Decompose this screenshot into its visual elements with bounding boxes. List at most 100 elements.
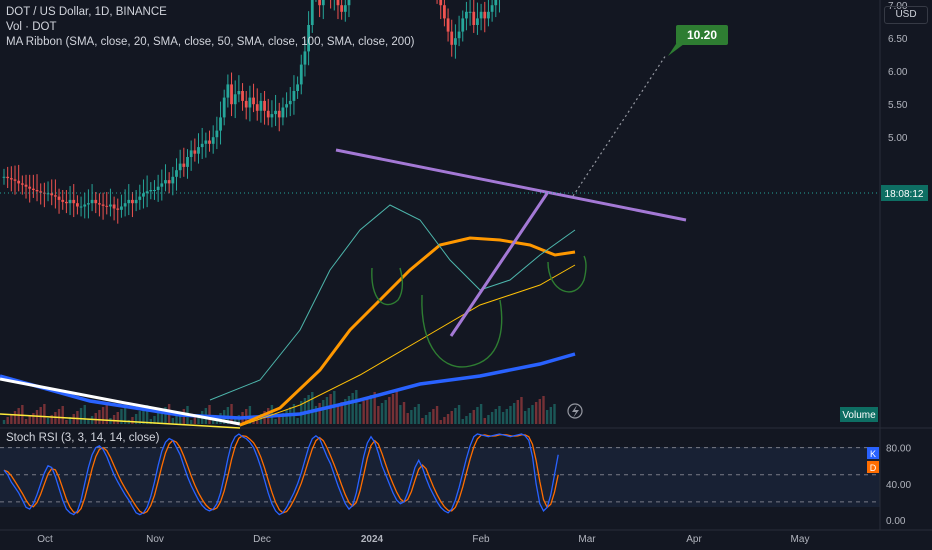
volume-bar <box>175 415 178 424</box>
candle-body <box>193 150 197 154</box>
volume-bar <box>131 417 134 424</box>
volume-bar <box>32 413 35 424</box>
candle-body <box>79 206 83 208</box>
volume-bar <box>13 411 17 424</box>
target-label-pointer <box>668 44 684 56</box>
time-tick-label: Nov <box>146 534 164 545</box>
candle-body <box>468 11 472 13</box>
volume-bar <box>160 410 164 424</box>
candle-body <box>476 18 479 25</box>
volume-bar <box>421 418 424 424</box>
volume-bar <box>461 419 464 424</box>
candle-body <box>266 110 270 118</box>
stoch-d-tag-box <box>867 461 879 473</box>
volume-bar <box>373 392 376 424</box>
candle-body <box>39 191 43 193</box>
stoch-tick-label: 80.00 <box>886 444 911 455</box>
volume-bar <box>534 402 538 424</box>
candle-body <box>200 143 204 148</box>
candle-body <box>109 204 112 207</box>
volume-bar <box>490 412 494 424</box>
candle-body <box>285 104 288 108</box>
volume-bar <box>120 409 123 424</box>
volume-bar <box>24 419 28 424</box>
volume-bar <box>230 404 233 424</box>
candle-body <box>204 140 208 144</box>
volume-bar <box>472 410 475 424</box>
volume-bar <box>494 409 497 424</box>
pattern-head <box>421 294 503 368</box>
candle-body <box>53 195 57 197</box>
candle-body <box>2 176 6 178</box>
candle-body <box>208 140 211 144</box>
candle-body <box>303 51 307 65</box>
candle-body <box>94 199 98 204</box>
volume-bar <box>322 400 325 424</box>
candle-body <box>307 25 311 52</box>
candle-body <box>35 190 39 192</box>
ma-ribbon-label: MA Ribbon (SMA, close, 20, SMA, close, 5… <box>6 36 415 48</box>
candle-body <box>189 150 193 157</box>
candle-body <box>211 137 215 144</box>
volume-bar <box>476 407 479 424</box>
sma-20-line <box>209 204 576 401</box>
time-tick-label: Feb <box>472 534 490 545</box>
candle-body <box>156 186 160 190</box>
volume-bar <box>178 412 182 424</box>
candle-body <box>270 114 274 118</box>
volume-bar <box>164 407 167 424</box>
volume-bar <box>79 408 83 424</box>
price-tick-label: 5.50 <box>888 100 908 111</box>
candle-body <box>277 110 281 118</box>
volume-bar <box>336 405 340 424</box>
price-tick-label: 6.00 <box>888 67 908 78</box>
volume-bar <box>83 405 86 424</box>
volume-bar <box>211 419 215 424</box>
time-tick-label: May <box>791 534 810 545</box>
volume-bar <box>281 413 285 424</box>
volume-bar <box>369 395 373 424</box>
candle-body <box>142 193 145 197</box>
volume-bar <box>450 411 453 424</box>
volume-bar <box>391 394 395 424</box>
candle-body <box>123 203 127 207</box>
stoch-k-tag: K <box>870 449 876 459</box>
currency-button[interactable]: USD <box>884 6 928 24</box>
candle-body <box>120 206 123 210</box>
candle-body <box>215 130 219 138</box>
volume-bar <box>501 412 505 424</box>
symbol-title: DOT / US Dollar, 1D, BINANCE <box>6 6 167 18</box>
volume-bar <box>21 405 24 424</box>
candle-body <box>255 104 259 111</box>
volume-bar <box>274 419 277 424</box>
volume-bar <box>2 420 6 424</box>
volume-bar <box>68 417 72 424</box>
volume-bar <box>105 404 108 424</box>
candle-body <box>483 11 487 19</box>
volume-bar <box>318 403 321 424</box>
candle-body <box>343 5 347 12</box>
candle-body <box>472 11 476 25</box>
sma-200-line <box>0 352 576 420</box>
candle-body <box>72 199 76 204</box>
volume-bar <box>285 410 288 424</box>
volume-bar <box>101 407 105 424</box>
candle-body <box>105 205 109 207</box>
candle-body <box>61 199 65 202</box>
volume-bar <box>87 419 90 424</box>
candle-body <box>321 0 325 6</box>
volume-bar <box>28 416 31 424</box>
lightning-icon <box>567 403 583 419</box>
volume-bar <box>226 407 230 424</box>
projection-line <box>572 54 667 197</box>
candle-body <box>299 64 303 85</box>
volume-bar <box>171 418 175 424</box>
sma-100-line <box>239 264 576 427</box>
candle-body <box>145 191 149 194</box>
volume-tag: Volume <box>842 410 876 421</box>
candle-body <box>222 97 226 118</box>
volume-bar <box>468 413 472 424</box>
volume-bar <box>446 414 450 424</box>
volume-bar <box>303 398 307 424</box>
